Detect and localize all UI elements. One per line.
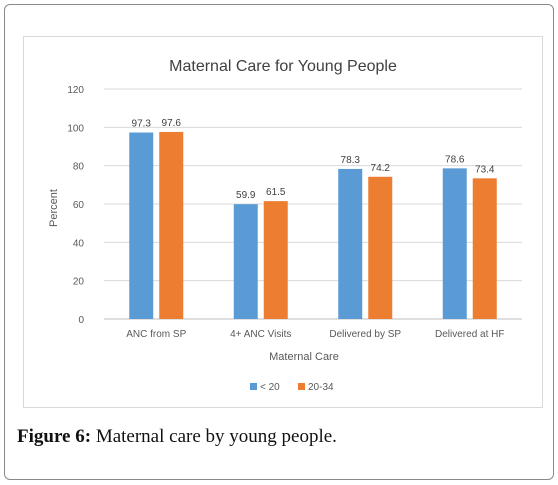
legend-swatch	[298, 383, 305, 390]
x-tick-label: ANC from SP	[126, 329, 186, 340]
legend: < 20 20-34	[250, 382, 334, 393]
bar-chart: Maternal Care for Young People 0 20 40 60 80…	[48, 58, 522, 393]
figure-frame: Maternal Care for Young People 0 20 40 60 80…	[4, 4, 554, 480]
x-tick-label: Delivered by SP	[329, 329, 401, 340]
caption-label: Figure 6:	[17, 426, 92, 447]
data-label: 59.9	[236, 190, 256, 201]
y-tick-label: 60	[73, 200, 85, 211]
bar	[263, 201, 288, 319]
data-label: 97.3	[132, 119, 152, 130]
data-label: 78.3	[341, 155, 361, 166]
y-tick-label: 20	[73, 277, 85, 288]
data-label: 97.6	[162, 118, 182, 129]
legend-swatch	[250, 383, 257, 390]
data-label: 78.6	[445, 154, 465, 165]
x-axis-label: Maternal Care	[269, 351, 339, 363]
data-label: 61.5	[266, 187, 286, 198]
y-tick-label: 120	[67, 85, 84, 96]
data-label: 73.4	[475, 164, 495, 175]
chart-area: Maternal Care for Young People 0 20 40 60 80…	[23, 36, 543, 408]
legend-label: 20-34	[308, 382, 334, 393]
bar	[442, 168, 467, 319]
figure-caption: Figure 6: Maternal care by young people.	[17, 426, 547, 448]
bar	[338, 168, 363, 319]
bar	[129, 132, 154, 319]
y-tick-label: 40	[73, 238, 85, 249]
y-axis-label: Percent	[48, 189, 60, 227]
caption-text: Maternal care by young people.	[91, 426, 337, 447]
legend-label: < 20	[260, 382, 280, 393]
bar	[159, 131, 184, 319]
y-tick-label: 100	[67, 123, 84, 134]
bar	[233, 204, 258, 319]
bar	[368, 176, 393, 319]
x-tick-label: Delivered at HF	[435, 329, 504, 340]
data-label: 74.2	[371, 163, 391, 174]
chart-title: Maternal Care for Young People	[169, 58, 397, 75]
y-tick-label: 80	[73, 162, 85, 173]
bar	[472, 178, 497, 319]
x-tick-label: 4+ ANC Visits	[230, 329, 291, 340]
y-tick-label: 0	[78, 315, 84, 326]
